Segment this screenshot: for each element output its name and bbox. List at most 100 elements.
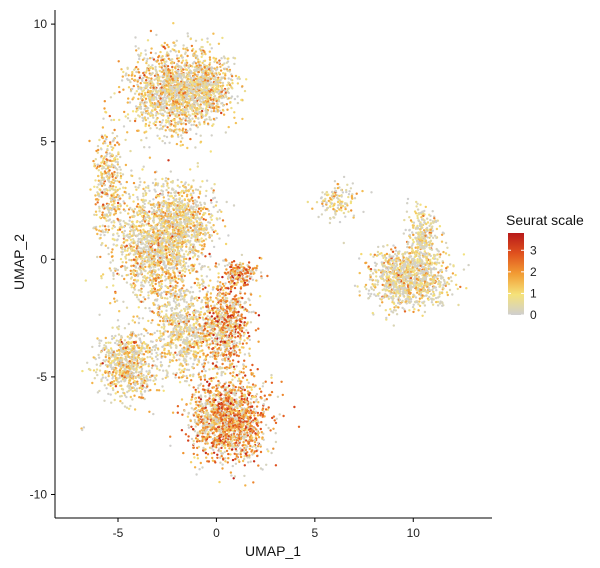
data-point — [185, 80, 188, 84]
data-point — [131, 398, 134, 401]
data-point — [132, 96, 135, 99]
data-point — [191, 62, 195, 65]
data-point — [205, 74, 208, 77]
data-point — [115, 339, 119, 342]
data-point — [215, 85, 219, 88]
data-point — [104, 217, 107, 220]
data-point — [215, 116, 218, 120]
data-point — [132, 200, 135, 203]
data-point — [135, 205, 139, 208]
data-point — [149, 127, 152, 130]
data-point — [154, 52, 157, 55]
data-point — [119, 205, 122, 208]
data-point — [184, 216, 187, 219]
data-point — [166, 111, 169, 115]
data-point — [155, 194, 158, 197]
data-point — [209, 234, 212, 237]
data-point — [174, 95, 177, 99]
data-point — [221, 81, 225, 85]
data-point — [159, 219, 162, 222]
data-point — [198, 123, 201, 126]
data-point — [141, 237, 145, 240]
data-point — [112, 185, 115, 188]
data-point — [116, 319, 120, 322]
data-point — [94, 198, 98, 201]
data-point — [185, 87, 188, 91]
data-point — [144, 49, 147, 52]
data-point — [199, 97, 202, 100]
data-point — [162, 225, 166, 228]
data-point — [115, 299, 119, 302]
data-point — [107, 341, 110, 344]
data-point — [204, 109, 207, 112]
data-point — [114, 341, 117, 345]
data-point — [173, 80, 177, 84]
data-point — [116, 217, 119, 221]
data-point — [181, 110, 185, 113]
data-point — [195, 97, 198, 101]
data-point — [137, 247, 140, 250]
data-point — [173, 194, 177, 198]
data-point — [123, 358, 127, 361]
data-point — [140, 362, 143, 366]
data-point — [126, 113, 130, 116]
data-point — [194, 50, 198, 53]
data-point — [129, 404, 132, 408]
data-point — [104, 353, 108, 357]
data-point — [226, 84, 229, 87]
data-point — [155, 92, 158, 96]
data-point — [165, 213, 169, 216]
data-point — [158, 128, 161, 131]
data-point — [121, 253, 124, 256]
data-point — [166, 220, 169, 224]
data-point — [197, 117, 200, 120]
data-point — [113, 382, 116, 386]
data-point — [174, 203, 177, 207]
data-point — [184, 48, 187, 51]
data-point — [107, 374, 110, 378]
data-point — [211, 106, 214, 110]
data-point — [147, 69, 151, 72]
data-point — [106, 167, 110, 170]
data-point — [169, 279, 172, 282]
data-point — [198, 69, 202, 72]
data-point — [117, 60, 120, 63]
data-point — [114, 374, 117, 378]
data-point — [168, 242, 171, 245]
data-point — [102, 203, 105, 206]
data-point — [125, 274, 128, 277]
data-point — [236, 95, 239, 98]
data-point — [183, 227, 186, 230]
data-point — [103, 399, 106, 402]
data-point — [145, 383, 149, 386]
data-point — [162, 233, 165, 236]
data-point — [192, 102, 196, 105]
data-point — [97, 179, 101, 182]
data-point — [187, 198, 190, 201]
data-point — [124, 138, 127, 142]
data-point — [172, 208, 175, 212]
data-point — [220, 210, 223, 213]
data-point — [167, 116, 170, 120]
data-point — [170, 223, 173, 226]
data-point — [177, 274, 180, 278]
data-point — [159, 254, 162, 258]
data-point — [126, 131, 129, 134]
data-point — [165, 119, 168, 122]
data-point — [240, 98, 243, 102]
data-point — [172, 260, 175, 264]
data-point — [171, 216, 175, 219]
data-point — [190, 71, 193, 74]
data-point — [185, 240, 188, 243]
data-point — [133, 394, 136, 397]
data-point — [137, 97, 140, 101]
data-point — [143, 116, 147, 120]
data-point — [161, 112, 164, 116]
data-point — [110, 251, 113, 254]
data-point — [145, 79, 148, 82]
data-point — [109, 393, 112, 396]
data-point — [187, 213, 190, 216]
data-point — [166, 80, 169, 83]
data-point — [139, 103, 142, 106]
